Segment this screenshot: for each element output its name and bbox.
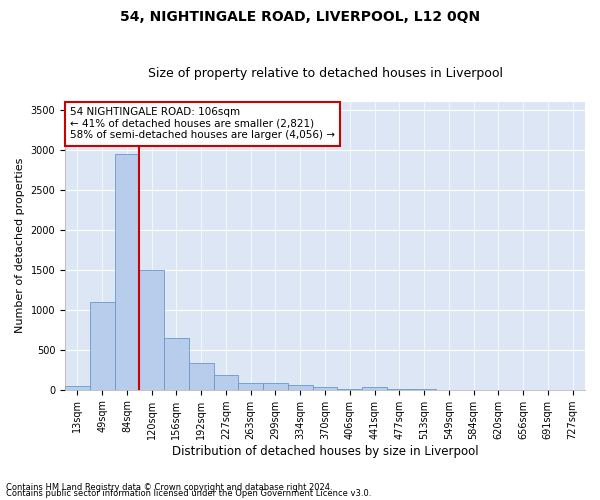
Bar <box>65 386 90 390</box>
Bar <box>238 382 263 390</box>
Bar <box>337 388 362 390</box>
X-axis label: Distribution of detached houses by size in Liverpool: Distribution of detached houses by size … <box>172 444 478 458</box>
Title: Size of property relative to detached houses in Liverpool: Size of property relative to detached ho… <box>148 66 503 80</box>
Bar <box>139 270 164 390</box>
Bar <box>263 384 288 390</box>
Bar <box>115 154 139 390</box>
Bar <box>313 388 337 390</box>
Bar <box>362 388 387 390</box>
Bar <box>189 362 214 390</box>
Bar <box>164 338 189 390</box>
Bar <box>288 386 313 390</box>
Text: 54, NIGHTINGALE ROAD, LIVERPOOL, L12 0QN: 54, NIGHTINGALE ROAD, LIVERPOOL, L12 0QN <box>120 10 480 24</box>
Bar <box>90 302 115 390</box>
Text: Contains public sector information licensed under the Open Government Licence v3: Contains public sector information licen… <box>6 490 371 498</box>
Text: 54 NIGHTINGALE ROAD: 106sqm
← 41% of detached houses are smaller (2,821)
58% of : 54 NIGHTINGALE ROAD: 106sqm ← 41% of det… <box>70 108 335 140</box>
Bar <box>214 374 238 390</box>
Text: Contains HM Land Registry data © Crown copyright and database right 2024.: Contains HM Land Registry data © Crown c… <box>6 484 332 492</box>
Y-axis label: Number of detached properties: Number of detached properties <box>15 158 25 334</box>
